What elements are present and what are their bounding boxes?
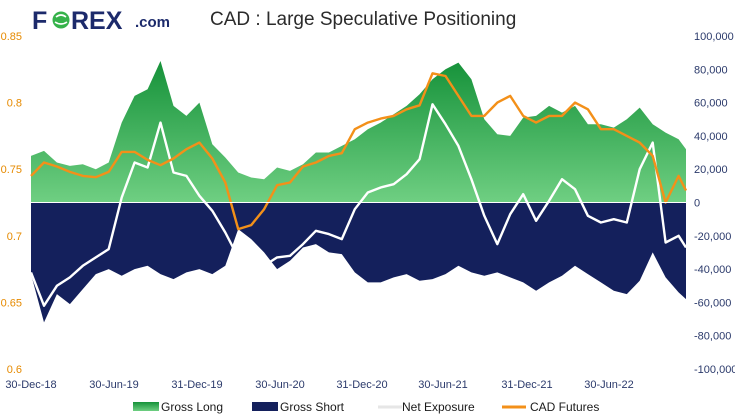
x-axis-tick-label: 31-Dec-19: [171, 379, 222, 391]
legend-label-cad-futures: CAD Futures: [530, 400, 599, 414]
chart-title: CAD : Large Speculative Positioning: [210, 9, 516, 30]
left-axis-tick-label: 0.75: [1, 164, 22, 176]
logo-globe-icon: [52, 11, 70, 29]
right-axis-tick-label: -60,000: [694, 297, 731, 309]
x-axis-tick-label: 30-Jun-21: [418, 379, 468, 391]
logo-rex: REX: [71, 7, 123, 35]
right-axis-tick-label: -100,000: [694, 364, 735, 376]
right-axis-tick-label: 0: [694, 198, 700, 210]
x-axis-tick-label: 30-Jun-20: [255, 379, 305, 391]
x-axis-tick-label: 30-Dec-18: [5, 379, 56, 391]
left-axis-tick-label: 0.65: [1, 297, 22, 309]
plot-areas: [31, 61, 686, 323]
right-axis-tick-label: 40,000: [694, 131, 728, 143]
x-axis-tick-label: 30-Jun-19: [89, 379, 139, 391]
right-axis-tick-label: 60,000: [694, 98, 728, 110]
right-axis-tick-label: -20,000: [694, 231, 731, 243]
logo-globe-lines: [54, 14, 68, 25]
right-axis-tick-label: 20,000: [694, 164, 728, 176]
legend-label-net-exposure: Net Exposure: [402, 400, 475, 414]
x-axis-tick-label: 30-Jun-22: [584, 379, 634, 391]
legend: Gross Long Gross Short Net Exposure CAD Fut…: [133, 400, 599, 414]
legend-swatch-gross-long: [133, 402, 159, 411]
gross-long-area: [31, 61, 686, 203]
forex-logo[interactable]: F REX .com: [32, 7, 170, 35]
logo-f: F: [32, 7, 47, 35]
legend-label-gross-long: Gross Long: [161, 400, 223, 414]
legend-label-gross-short: Gross Short: [280, 400, 345, 414]
x-axis-tick-label: 31-Dec-20: [336, 379, 387, 391]
right-axis: 100,000 80,000 60,000 40,000 20,000 0 -20,000 -…: [694, 31, 735, 376]
left-axis-tick-label: 0.85: [1, 31, 22, 43]
x-axis-tick-label: 31-Dec-21: [501, 379, 552, 391]
left-axis-tick-label: 0.6: [7, 364, 22, 376]
right-axis-tick-label: -80,000: [694, 331, 731, 343]
x-axis: 30-Dec-18 30-Jun-19 31-Dec-19 30-Jun-20 31-D…: [5, 379, 633, 391]
right-axis-tick-label: 100,000: [694, 31, 734, 43]
logo-suffix: .com: [135, 14, 170, 31]
right-axis-tick-label: 80,000: [694, 64, 728, 76]
cad-futures-line: [30, 72, 688, 231]
left-axis: 0.85 0.8 0.75 0.7 0.65 0.6: [1, 31, 22, 376]
right-axis-tick-label: -40,000: [694, 264, 731, 276]
left-axis-tick-label: 0.8: [7, 98, 22, 110]
legend-swatch-gross-short: [252, 402, 278, 411]
gross-short-area: [31, 202, 686, 323]
left-axis-tick-label: 0.7: [7, 231, 22, 243]
